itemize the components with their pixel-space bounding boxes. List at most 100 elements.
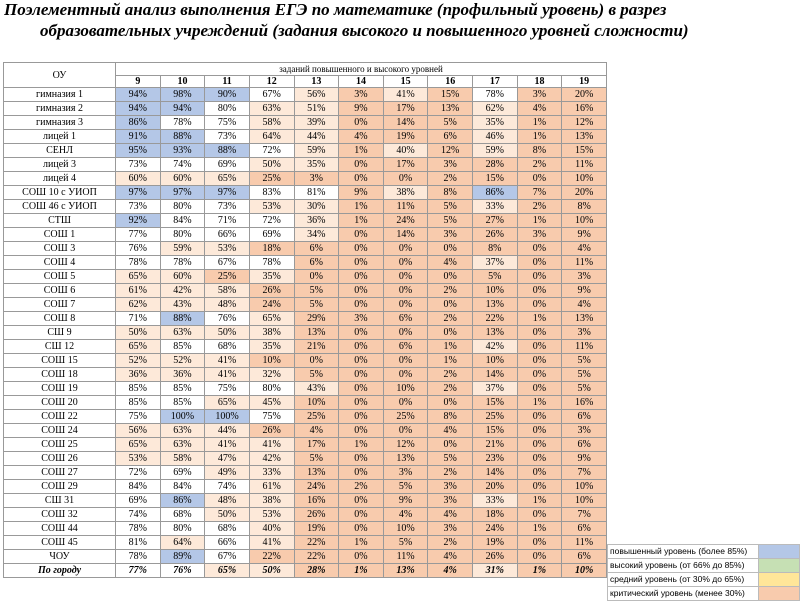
title: Поэлементный анализ выполнения ЕГЭ по ма… [4,0,667,19]
percent-cell: 86% [159,493,206,508]
percent-cell: 1% [427,339,473,354]
percent-cell: 52% [115,353,161,368]
percent-cell: 4% [427,507,473,522]
percent-cell: 49% [204,465,250,480]
percent-cell: 33% [472,199,518,214]
percent-cell: 41% [382,87,429,102]
percent-cell: 9% [338,185,384,200]
school-name: СЕНЛ [3,143,116,158]
percent-cell: 22% [293,535,340,550]
percent-cell: 35% [293,157,340,172]
percent-cell: 34% [293,227,340,242]
percent-cell: 0% [516,367,563,382]
percent-cell: 53% [115,451,161,466]
percent-cell: 25% [472,409,518,424]
table-row: СОШ 29 84% 84% 74% 61% 24% 2% 5% 3% 20% 0% 10% [3,479,607,494]
percent-cell: 94% [115,87,161,102]
percent-cell: 0% [427,325,473,340]
percent-cell: 2% [427,311,473,326]
percent-cell: 31% [472,563,518,578]
percent-cell: 13% [293,325,340,340]
percent-cell: 0% [427,269,473,284]
percent-cell: 58% [159,451,206,466]
percent-cell: 80% [159,521,206,536]
percent-cell: 78% [115,255,161,270]
percent-cell: 4% [427,563,473,578]
percent-cell: 4% [561,241,607,256]
percent-cell: 4% [516,101,563,116]
percent-cell: 4% [427,423,473,438]
percent-cell: 3% [561,325,607,340]
percent-cell: 0% [338,157,384,172]
percent-cell: 29% [293,311,340,326]
table-row: гимназия 2 94% 94% 80% 63% 51% 9% 17% 13% 62% 4% 16… [3,101,607,116]
percent-cell: 76% [115,241,161,256]
percent-cell: 3% [382,465,429,480]
percent-cell: 24% [248,297,295,312]
percent-cell: 66% [204,227,250,242]
percent-cell: 63% [159,325,206,340]
school-name: СОШ 45 [3,535,116,550]
percent-cell: 67% [204,549,250,564]
percent-cell: 5% [293,283,340,298]
column-header: 17 [472,75,518,88]
percent-cell: 0% [382,255,429,270]
school-name: СОШ 7 [3,297,116,312]
percent-cell: 12% [427,143,473,158]
table-row: СОШ 8 71% 88% 76% 65% 29% 3% 6% 2% 22% 1% 13% [3,311,607,326]
percent-cell: 0% [516,423,563,438]
percent-cell: 97% [204,185,250,200]
percent-cell: 2% [427,283,473,298]
percent-cell: 41% [204,353,250,368]
table-row: лицей 3 73% 74% 69% 50% 35% 0% 17% 3% 28% 2% 11% [3,157,607,172]
percent-cell: 0% [516,409,563,424]
percent-cell: 63% [159,437,206,452]
percent-cell: 50% [115,325,161,340]
percent-cell: 0% [338,325,384,340]
percent-cell: 17% [382,157,429,172]
percent-cell: 35% [472,115,518,130]
percent-cell: 71% [204,213,250,228]
percent-cell: 5% [427,199,473,214]
percent-cell: 0% [382,269,429,284]
table-row: СОШ 1 77% 80% 66% 69% 34% 0% 14% 3% 26% 3% 9% [3,227,607,242]
percent-cell: 11% [382,549,429,564]
percent-cell: 0% [382,297,429,312]
percent-cell: 68% [159,507,206,522]
percent-cell: 10% [248,353,295,368]
percent-cell: 56% [115,423,161,438]
percent-cell: 24% [382,213,429,228]
percent-cell: 5% [427,213,473,228]
table-row: СШ 12 65% 85% 68% 35% 21% 0% 6% 1% 42% 0% 11% [3,339,607,354]
table-row: лицей 4 60% 60% 65% 25% 3% 0% 0% 2% 15% 0% 10% [3,171,607,186]
percent-cell: 27% [472,213,518,228]
percent-cell: 0% [516,255,563,270]
table-row: СОШ 3 76% 59% 53% 18% 6% 0% 0% 0% 8% 0% 4% [3,241,607,256]
school-name: СОШ 19 [3,381,116,396]
percent-cell: 75% [248,409,295,424]
percent-cell: 58% [248,115,295,130]
percent-cell: 78% [159,255,206,270]
percent-cell: 25% [382,409,429,424]
percent-cell: 43% [293,381,340,396]
percent-cell: 53% [248,507,295,522]
legend-row: высокий уровень (от 66% до 85%) [607,559,800,573]
percent-cell: 4% [427,549,473,564]
percent-cell: 5% [561,381,607,396]
percent-cell: 30% [293,199,340,214]
percent-cell: 5% [472,269,518,284]
percent-cell: 18% [472,507,518,522]
column-header: 19 [561,75,607,88]
percent-cell: 53% [248,199,295,214]
percent-cell: 7% [561,465,607,480]
percent-cell: 4% [382,507,429,522]
column-header: 16 [427,75,473,88]
percent-cell: 8% [427,185,473,200]
percent-cell: 5% [382,479,429,494]
table-row: СОШ 15 52% 52% 41% 10% 0% 0% 0% 1% 10% 0% 5% [3,353,607,368]
column-header: 15 [382,75,429,88]
percent-cell: 69% [115,493,161,508]
legend-swatch [758,587,799,600]
percent-cell: 10% [472,283,518,298]
percent-cell: 11% [561,255,607,270]
